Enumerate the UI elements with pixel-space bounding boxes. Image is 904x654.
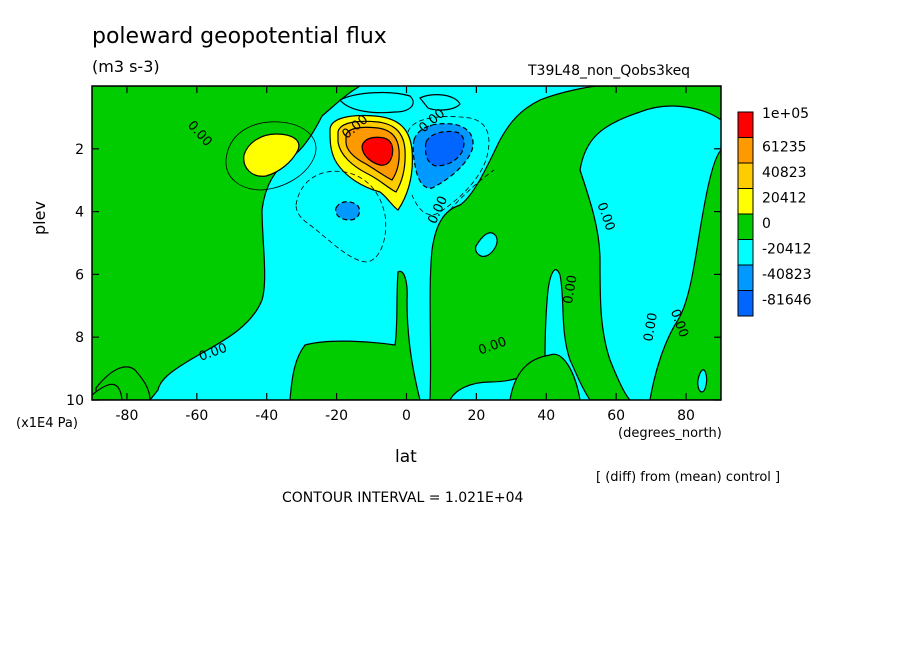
x-tick-label: 60 (607, 408, 625, 424)
x-axis-unit: (degrees_north) (618, 426, 722, 441)
legend-label: -81646 (762, 292, 812, 308)
y-axis-unit: (x1E4 Pa) (16, 416, 78, 431)
y-tick-label: 2 (75, 142, 84, 158)
legend-label: 0 (762, 216, 771, 232)
contour-label: 0.00 (641, 312, 661, 343)
negative-contour (295, 170, 387, 263)
positive-maximum-left (243, 133, 300, 177)
y-axis: 2 4 6 8 10 (66, 142, 721, 409)
legend-label: 20412 (762, 190, 807, 206)
negative-contour (449, 169, 495, 211)
experiment-name: T39L48_non_Qobs3keq (528, 63, 691, 79)
y-tick-label: 4 (75, 205, 84, 221)
legend-swatch (737, 188, 754, 215)
legend-swatch (737, 213, 754, 240)
legend-swatch (737, 162, 754, 189)
legend-swatch (737, 111, 754, 138)
legend-swatch (737, 264, 754, 291)
contour-interval: CONTOUR INTERVAL = 1.021E+04 (282, 490, 524, 506)
positive-region (92, 86, 362, 400)
legend-swatch (737, 239, 754, 266)
color-legend: 1e+05 61235 40823 20412 0 -20412 -40823 -81646 (737, 106, 812, 317)
y-tick-label: 10 (66, 393, 84, 409)
x-tick-label: 20 (467, 408, 485, 424)
plot-area (92, 86, 721, 400)
positive-region (289, 270, 421, 400)
chart-title: poleward geopotential flux (92, 24, 387, 49)
legend-label: 61235 (762, 139, 807, 155)
negative-pocket-small (335, 201, 361, 221)
legend-label: -40823 (762, 267, 812, 283)
positive-region (509, 353, 581, 400)
diff-note: [ (diff) from (mean) control ] (596, 470, 781, 485)
x-axis-label: lat (395, 447, 417, 467)
negative-pocket (339, 91, 414, 114)
positive-maximum (361, 136, 394, 166)
x-tick-label: -60 (185, 408, 208, 424)
positive-region (429, 86, 721, 400)
x-tick-label: 40 (537, 408, 555, 424)
y-tick-label: 6 (75, 267, 84, 283)
x-tick-label: 80 (677, 408, 695, 424)
x-tick-label: -80 (116, 408, 139, 424)
negative-pocket (697, 369, 708, 393)
positive-region (649, 149, 721, 400)
x-axis: -80 -60 -40 -20 0 20 40 60 80 (116, 86, 695, 424)
legend-label: 1e+05 (762, 106, 809, 122)
x-tick-label: 0 (402, 408, 411, 424)
positive-region (92, 383, 123, 400)
positive-contour (225, 121, 317, 191)
legend-label: 40823 (762, 165, 807, 181)
negative-pocket (475, 232, 498, 257)
negative-maximum (424, 130, 465, 167)
x-tick-label: -20 (325, 408, 348, 424)
legend-swatch (737, 290, 754, 317)
chart-units: (m3 s-3) (92, 57, 160, 76)
x-tick-label: -40 (255, 408, 278, 424)
y-tick-label: 8 (75, 330, 84, 346)
legend-label: -20412 (762, 241, 812, 257)
contour-label: 0.00 (561, 274, 581, 305)
legend-swatch (737, 137, 754, 164)
negative-pocket (419, 94, 461, 111)
